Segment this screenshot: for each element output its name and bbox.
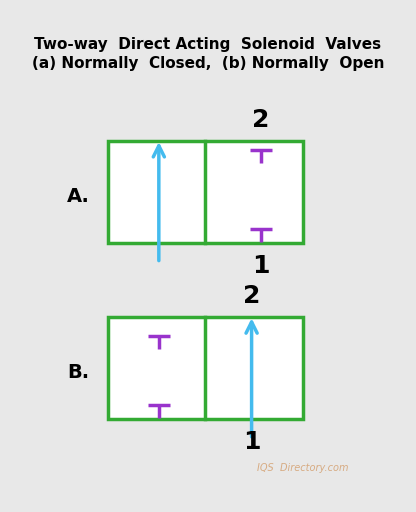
Text: IQS  Directory.com: IQS Directory.com [257,463,348,473]
Text: A.: A. [67,187,89,206]
Bar [108,141,302,243]
Text: 2: 2 [243,284,260,308]
Text: Two-way  Direct Acting  Solenoid  Valves: Two-way Direct Acting Solenoid Valves [35,37,381,52]
Text: 2: 2 [252,108,270,132]
Text: 1: 1 [243,431,260,454]
Text: B.: B. [67,364,89,382]
Text: 1: 1 [252,254,270,278]
Bar [108,317,302,419]
Text: (a) Normally  Closed,  (b) Normally  Open: (a) Normally Closed, (b) Normally Open [32,56,384,71]
